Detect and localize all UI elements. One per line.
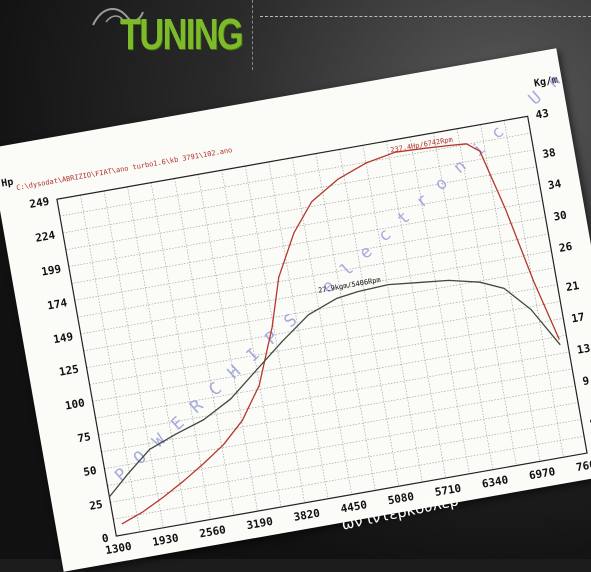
watermark-letter: U	[525, 88, 546, 110]
left-axis-label: Hp	[1, 177, 15, 190]
left-tick-label: 125	[58, 362, 80, 378]
watermark-letter: P	[111, 464, 132, 486]
left-tick-label: 75	[76, 430, 91, 445]
series-lines	[108, 143, 561, 525]
grid-line-v	[315, 153, 376, 491]
x-tick-label: 2560	[198, 523, 226, 540]
watermark-letter: c	[487, 122, 508, 144]
x-tick-label: 1300	[104, 540, 132, 557]
left-tick-label: 100	[64, 396, 86, 412]
x-tick-label: 4450	[340, 498, 368, 515]
watermark-letter: r	[412, 190, 433, 212]
left-tick-label: 224	[34, 228, 56, 244]
chart-axes	[56, 115, 588, 537]
right-tick-label: 38	[541, 146, 556, 161]
right-tick-label: 30	[552, 208, 567, 223]
x-tick-labels: 1300 1930 2560 3190 3820 4450 5080 5710 6340 6970…	[104, 457, 591, 557]
grid-line-h	[80, 250, 552, 335]
grid-line-v	[103, 190, 164, 528]
watermark-letter: t	[393, 208, 414, 230]
watermark-letter: O	[130, 447, 151, 469]
decorative-dashed-line	[260, 16, 591, 17]
watermark-letter: H	[224, 362, 245, 384]
plot-frame	[56, 115, 588, 537]
right-tick-label: 17	[570, 310, 585, 325]
watermark-letter: o	[431, 173, 452, 195]
grid-line-v	[433, 132, 494, 470]
chart-grid	[56, 115, 588, 537]
dyno-sheet: C:\dysodat\ABRIZIO\FIAT\ano turbo1.6\kb …	[0, 48, 591, 572]
chart-title: C:\dysodat\ABRIZIO\FIAT\ano turbo1.6\kb …	[16, 146, 233, 192]
grid-line-v	[150, 182, 211, 520]
dyno-chart: C:\dysodat\ABRIZIO\FIAT\ano turbo1.6\kb …	[1, 53, 591, 557]
left-tick-label: 50	[82, 464, 97, 479]
grid-line-h	[89, 301, 561, 385]
grid-line-h	[107, 402, 579, 486]
x-tick-label: 6970	[528, 465, 556, 482]
watermark-letter: c	[374, 225, 395, 247]
grid-line-v	[221, 170, 282, 508]
x-tick-label: 7600	[575, 457, 591, 474]
right-tick-label: 9	[581, 374, 590, 388]
grid-line-v	[386, 141, 447, 479]
right-tick-label: 4	[588, 413, 591, 427]
right-tick-label: 26	[558, 240, 574, 255]
watermark-letter: I	[243, 345, 264, 367]
grid-line-v	[456, 128, 517, 466]
grid-line-v	[174, 178, 235, 516]
grid-line-v	[339, 149, 400, 487]
grid-line-v	[409, 136, 470, 474]
right-axis-label: Kg/m	[533, 75, 559, 90]
x-tick-label: 5080	[387, 490, 415, 507]
grid-line-v	[80, 195, 141, 532]
watermark-letter: C	[205, 379, 226, 401]
watermark-letter: R	[186, 395, 208, 417]
right-tick-label: 21	[565, 279, 581, 294]
swirl-ornament-icon	[92, 8, 144, 26]
left-tick-label: 0	[101, 532, 110, 546]
x-tick-label: 3820	[293, 506, 321, 523]
decorative-vertical-line	[252, 0, 253, 70]
grid-line-h	[68, 183, 540, 267]
left-tick-label: 149	[52, 330, 74, 346]
tuning-logo: TUNING	[120, 10, 244, 59]
x-tick-label: 6340	[481, 473, 509, 490]
left-tick-label: 25	[88, 498, 103, 513]
right-tick-labels: 0491317212630343843	[535, 107, 591, 428]
hp-curve	[121, 143, 560, 525]
left-tick-label: 199	[40, 262, 62, 278]
left-tick-label: 249	[28, 195, 50, 211]
watermark-letter: E	[167, 413, 188, 435]
right-tick-label: 34	[547, 177, 563, 192]
torque-curve	[108, 279, 561, 498]
left-tick-labels: 0 25 50 75 100 125 149 174 199 224 249	[28, 195, 110, 546]
x-tick-label: 5710	[434, 482, 462, 499]
x-tick-label: 3190	[246, 515, 274, 532]
right-tick-label: 13	[576, 342, 591, 357]
grid-line-v	[127, 186, 188, 524]
x-tick-label: 1930	[151, 531, 179, 548]
watermark-letter: P	[262, 327, 283, 349]
grid-line-v	[268, 161, 329, 499]
grid-line-h	[77, 233, 549, 318]
watermark-letter: n	[450, 156, 471, 178]
grid-line-v	[362, 145, 423, 483]
left-tick-label: 174	[46, 296, 68, 312]
right-tick-label: 43	[535, 107, 550, 122]
watermark-letter: l	[337, 259, 358, 281]
grid-line-v	[291, 157, 352, 495]
